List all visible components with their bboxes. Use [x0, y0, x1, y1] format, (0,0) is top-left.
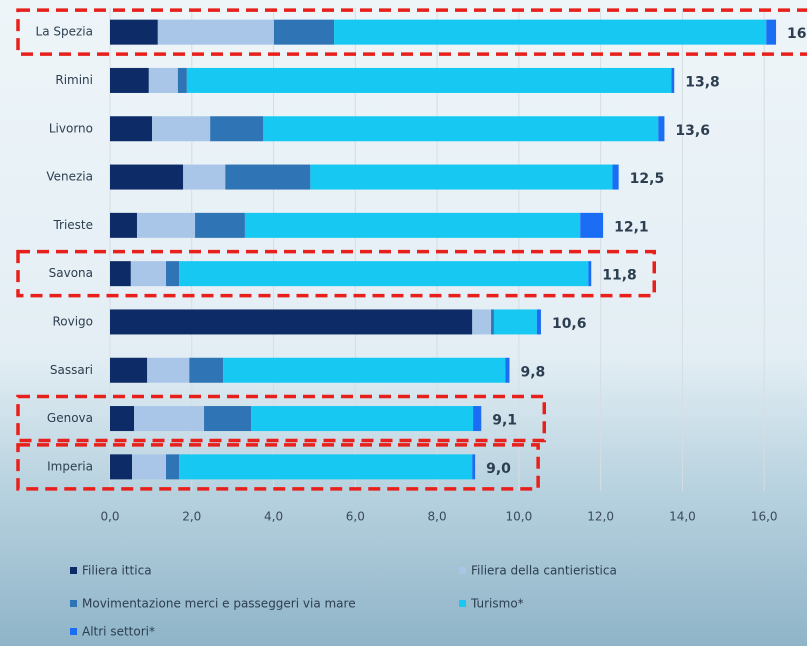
- bar-segment: [132, 454, 167, 480]
- bar-segment: [472, 454, 476, 480]
- total-label: 13,6: [675, 123, 710, 139]
- legend-label: Altri settori*: [82, 625, 155, 639]
- bar-segment: [110, 357, 148, 383]
- y-tick-label: Rovigo: [52, 314, 93, 328]
- x-tick-label: 14,0: [669, 510, 696, 524]
- y-tick-label: Genova: [47, 411, 93, 425]
- highlight-box: [16, 249, 656, 298]
- bar-segment: [251, 406, 474, 432]
- bar-segment: [536, 309, 541, 335]
- bar-segment: [110, 116, 153, 142]
- total-label: 12,1: [614, 219, 649, 235]
- bar-segment: [491, 309, 494, 335]
- bar-segment: [263, 116, 659, 142]
- bar-segment: [204, 406, 252, 432]
- y-tick-label: Savona: [49, 266, 93, 280]
- bar-segment: [473, 406, 482, 432]
- x-tick-label: 8,0: [428, 510, 447, 524]
- bar-segment: [766, 19, 777, 45]
- bar-segment: [136, 212, 196, 238]
- bar-segment: [273, 19, 335, 45]
- y-tick-label: Livorno: [49, 121, 93, 135]
- bar-segment: [210, 116, 264, 142]
- x-tick-label: 16,0: [751, 510, 778, 524]
- highlight-box: [16, 8, 807, 56]
- highlight-box: [16, 443, 540, 491]
- bar-segment: [186, 67, 672, 93]
- total-label: 13,8: [685, 74, 720, 90]
- bar-segment: [152, 116, 211, 142]
- y-tick-label: La Spezia: [36, 25, 93, 39]
- bar-segment: [244, 212, 581, 238]
- bar-segment: [195, 212, 245, 238]
- total-label: 12,5: [630, 171, 665, 187]
- bar-segment: [671, 67, 675, 93]
- bar-segment: [588, 261, 592, 287]
- bar-segment: [310, 164, 613, 190]
- bar-segment: [134, 406, 205, 432]
- bar-segment: [505, 357, 510, 383]
- bar-segment: [612, 164, 619, 190]
- x-tick-label: 12,0: [587, 510, 614, 524]
- bar-segment: [157, 19, 274, 45]
- total-label: 9,8: [520, 364, 545, 380]
- bar-segment: [493, 309, 537, 335]
- bar-segment: [189, 357, 224, 383]
- bar-segment: [658, 116, 665, 142]
- bar-segment: [110, 67, 149, 93]
- bar-segment: [110, 309, 473, 335]
- y-tick-label: Trieste: [52, 218, 93, 232]
- x-tick-label: 0,0: [100, 510, 119, 524]
- bar-segment: [148, 67, 178, 93]
- bar-segment: [225, 164, 311, 190]
- bar-segment: [166, 454, 180, 480]
- bar-segment: [177, 67, 187, 93]
- bar-segment: [183, 164, 226, 190]
- x-tick-label: 10,0: [506, 510, 533, 524]
- y-tick-label: Venezia: [46, 170, 93, 184]
- legend-swatch: [459, 600, 466, 607]
- bar-segment: [130, 261, 167, 287]
- legend-swatch: [70, 628, 77, 635]
- bar-segment: [179, 261, 589, 287]
- legend-label: Filiera ittica: [82, 564, 152, 578]
- total-label: 11,8: [602, 268, 637, 284]
- bar-segment: [110, 19, 158, 45]
- bar-segment: [110, 164, 184, 190]
- bar-segment: [110, 406, 135, 432]
- bar-segment: [110, 261, 131, 287]
- total-label: 9,0: [486, 461, 511, 477]
- bar-segment: [223, 357, 506, 383]
- bar-segment: [179, 454, 473, 480]
- legend-label: Movimentazione merci e passeggeri via ma…: [82, 597, 356, 611]
- legend-swatch: [70, 567, 77, 574]
- bar-segment: [580, 212, 604, 238]
- x-tick-label: 4,0: [264, 510, 283, 524]
- legend-swatch: [459, 567, 466, 574]
- total-label: 10,6: [552, 316, 587, 332]
- y-tick-label: Imperia: [47, 459, 93, 473]
- bar-segment: [110, 212, 137, 238]
- bar-segment: [334, 19, 767, 45]
- legend-label: Turismo*: [470, 597, 524, 611]
- total-label: 16,3: [787, 26, 807, 42]
- bar-segment: [110, 454, 133, 480]
- total-label: 9,1: [492, 413, 517, 429]
- bar-segment: [166, 261, 180, 287]
- bar-segment: [147, 357, 190, 383]
- legend-label: Filiera della cantieristica: [471, 564, 617, 578]
- y-tick-label: Sassari: [50, 363, 93, 377]
- bar-segment: [472, 309, 492, 335]
- x-tick-label: 2,0: [182, 510, 201, 524]
- y-tick-label: Rimini: [55, 73, 93, 87]
- x-tick-label: 6,0: [346, 510, 365, 524]
- legend-swatch: [70, 600, 77, 607]
